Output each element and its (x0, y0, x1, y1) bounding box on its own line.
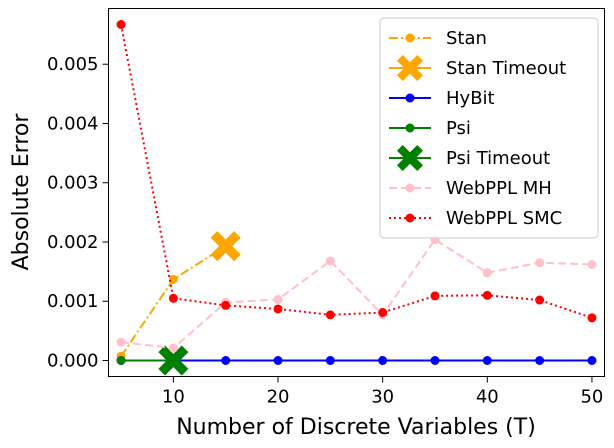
data-point (273, 294, 283, 304)
data-point (168, 343, 178, 353)
legend-item-stan: Stan (389, 28, 487, 49)
data-point (221, 300, 231, 310)
x-tick-label: 10 (162, 387, 185, 408)
legend: Stan Stan Timeout HyBit Psi Psi Timeout WebPP… (379, 17, 599, 239)
y-axis: 0.000 0.001 0.002 0.003 0.004 0.005 (47, 54, 109, 372)
x-tick-label: 30 (371, 387, 394, 408)
legend-marker (405, 183, 415, 193)
data-point (325, 310, 335, 320)
data-point (325, 356, 335, 365)
data-point (535, 295, 545, 305)
legend-label: Psi (446, 118, 471, 139)
series-webppl-mh (116, 235, 597, 353)
data-point (116, 337, 126, 347)
plot-lines (116, 20, 597, 376)
legend-marker (405, 123, 415, 133)
legend-marker (397, 145, 423, 171)
series-webppl-smc (116, 20, 597, 323)
legend-marker (405, 213, 415, 223)
data-point (430, 291, 440, 301)
y-tick-label: 0.003 (47, 173, 99, 194)
data-point (273, 356, 283, 365)
y-tick-label: 0.001 (47, 291, 99, 312)
x-axis: 10 20 30 40 50 (162, 376, 603, 408)
x-tick-label: 20 (267, 387, 290, 408)
y-tick-label: 0.000 (47, 351, 99, 372)
data-point (168, 293, 178, 303)
y-tick-label: 0.005 (47, 54, 99, 75)
data-point (430, 356, 440, 365)
data-point (587, 260, 597, 269)
data-point (116, 20, 126, 29)
series-line (120, 24, 593, 319)
x-tick-label: 50 (580, 387, 603, 408)
y-tick-label: 0.002 (47, 232, 99, 253)
legend-marker (405, 33, 415, 43)
y-axis-title: Absolute Error (9, 113, 34, 271)
legend-item-hybit: HyBit (389, 88, 495, 109)
series-line (120, 238, 592, 350)
data-point (482, 268, 492, 278)
plot-frame (108, 8, 605, 377)
legend-label: Stan Timeout (446, 58, 566, 79)
legend-marker (405, 93, 415, 103)
data-point (116, 356, 126, 365)
data-point (535, 356, 545, 365)
x-tick-label: 40 (476, 387, 499, 408)
legend-box (379, 17, 599, 239)
legend-item-webppl-smc: WebPPL SMC (389, 208, 562, 229)
legend-label: HyBit (446, 88, 495, 109)
timeout-marker (158, 345, 189, 376)
legend-label: WebPPL MH (446, 178, 552, 199)
legend-item-psi: Psi (389, 118, 471, 139)
data-point (273, 304, 283, 314)
legend-label: WebPPL SMC (446, 208, 562, 229)
data-point (587, 356, 597, 365)
data-point (221, 356, 231, 365)
legend-item-psi-timeout: Psi Timeout (389, 145, 550, 171)
legend-item-webppl-mh: WebPPL MH (389, 178, 552, 199)
data-point (482, 356, 492, 365)
data-point (378, 308, 388, 317)
data-point (587, 313, 597, 323)
timeout-marker (210, 231, 241, 262)
data-point (168, 274, 178, 284)
legend-item-stan-timeout: Stan Timeout (389, 55, 566, 81)
data-point (378, 356, 388, 365)
legend-label: Stan (446, 28, 487, 49)
data-point (535, 258, 545, 268)
series-stan-timeout (210, 231, 241, 262)
data-point (325, 256, 335, 266)
legend-marker (397, 55, 423, 81)
series-hybit (116, 356, 597, 365)
x-axis-title: Number of Discrete Variables (T) (176, 415, 536, 440)
legend-label: Psi Timeout (446, 148, 550, 169)
y-tick-label: 0.004 (47, 113, 99, 134)
data-point (482, 290, 492, 300)
series-psi-timeout (158, 345, 189, 376)
